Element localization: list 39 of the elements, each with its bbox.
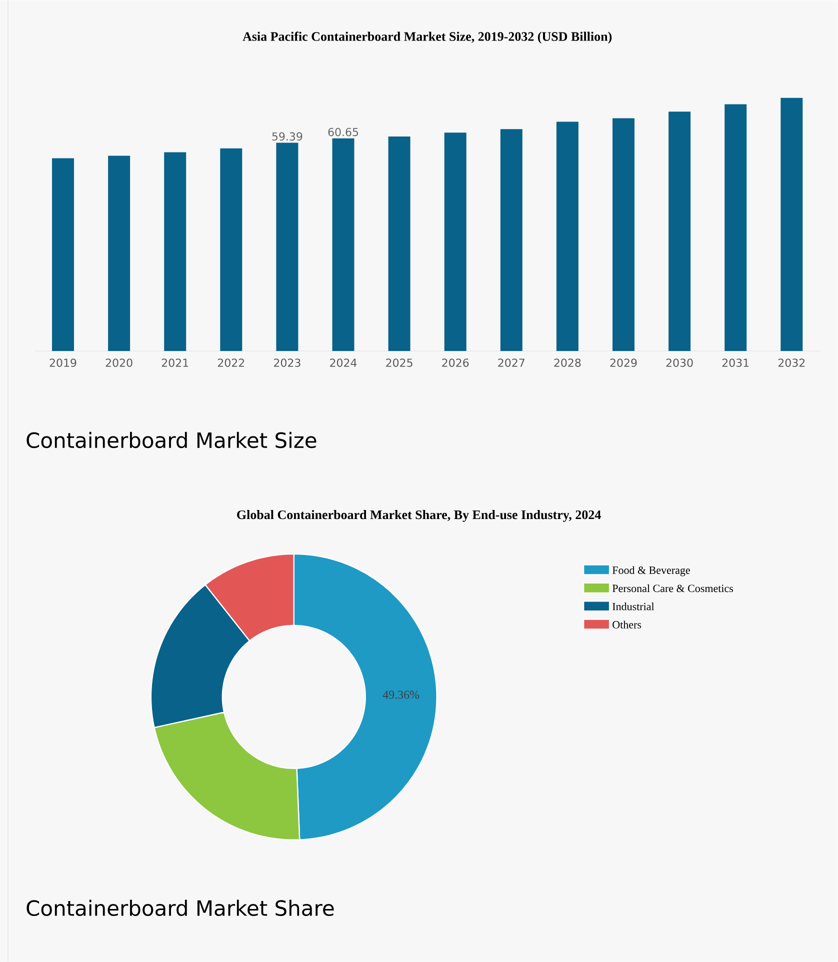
bar — [108, 156, 130, 352]
bar — [780, 98, 803, 352]
x-tick-label: 2021 — [162, 358, 188, 367]
legend-label: Food & Beverage — [612, 566, 690, 576]
x-tick-label: 2031 — [722, 358, 749, 367]
text: Containerboard Market Size — [26, 432, 316, 448]
bar — [276, 142, 298, 352]
x-tick-label: 2029 — [610, 358, 637, 367]
x-tick-label: 2027 — [498, 358, 525, 367]
x-tick-label: 2024 — [330, 358, 357, 367]
x-tick-label: 2032 — [778, 358, 805, 367]
bar — [724, 104, 747, 352]
chart-title: Global Containerboard Market Share, By End-use Industry, 2024 — [237, 510, 602, 522]
x-tick-label: 2028 — [554, 358, 581, 367]
x-tick-label: 2022 — [218, 358, 244, 367]
legend-label: Industrial — [612, 602, 654, 610]
x-tick-label: 2026 — [442, 358, 469, 367]
x-tick-label: 2025 — [386, 358, 412, 367]
bar — [444, 132, 467, 352]
data-label: 49.36% — [382, 690, 420, 699]
x-tick-label: 2020 — [106, 358, 132, 367]
x-tick-label: 2019 — [50, 358, 76, 367]
bar — [220, 148, 242, 352]
legend-label: Personal Care & Cosmetics — [612, 584, 734, 592]
x-tick-label: 2030 — [666, 358, 693, 367]
legend-label: Others — [612, 620, 642, 628]
bar — [332, 138, 354, 352]
bar — [388, 136, 410, 352]
x-tick-label: 2023 — [274, 358, 300, 367]
text: Containerboard Market Share — [26, 900, 334, 916]
chart-title: Asia Pacific Containerboard Market Size, 2019-2032 (USD Billion) — [242, 32, 612, 44]
bar — [500, 129, 523, 352]
data-label: 59.39 — [272, 132, 302, 141]
bar — [668, 112, 691, 352]
bar — [556, 122, 579, 352]
data-label: 60.65 — [328, 128, 358, 136]
bar — [164, 152, 186, 352]
bar — [52, 158, 74, 352]
bar — [612, 118, 635, 352]
